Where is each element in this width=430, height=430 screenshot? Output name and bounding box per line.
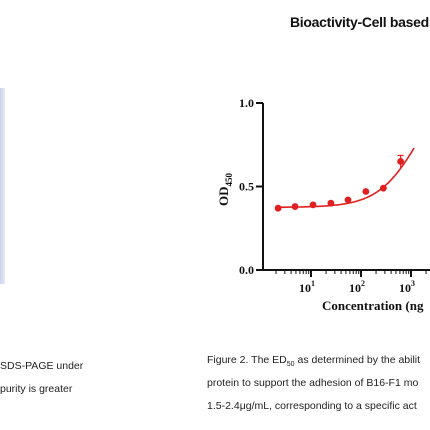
caption-text-cont: as determined by the abilit	[294, 354, 421, 366]
figure-caption-line-2: protein to support the adhesion of B16-F…	[207, 377, 419, 389]
gel-caption-line-1: SDS-PAGE under	[0, 360, 84, 372]
caption-text: Figure 2. The ED	[207, 354, 287, 366]
y-tick-label: 1.0	[239, 96, 254, 110]
x-tick-exponent: 1	[311, 279, 315, 288]
y-axis-title: OD450	[216, 173, 234, 207]
data-point	[309, 201, 317, 209]
y-tick-label: 0.0	[239, 263, 254, 277]
data-point	[274, 204, 282, 212]
x-tick-label: 101	[299, 279, 315, 295]
caption-subscript: 50	[286, 361, 295, 369]
data-points-group	[274, 154, 405, 212]
y-axis-title-subscript: 450	[224, 173, 234, 187]
axis-labels-group: 0.0 0.5 1.0 101 102 103 Concentration (ng OD450	[216, 96, 424, 313]
x-axis-title: Concentration (ng	[322, 298, 424, 313]
x-tick-exponent: 2	[361, 279, 365, 288]
data-point	[379, 184, 387, 192]
fit-curve-line	[276, 147, 415, 208]
chart-axes	[256, 102, 430, 277]
data-point	[344, 196, 352, 204]
gel-caption-line-2: purity is greater	[0, 383, 73, 395]
section-title: Bioactivity-Cell based a	[290, 14, 430, 30]
sds-page-gel-image	[0, 88, 5, 284]
data-point	[362, 188, 370, 195]
data-point	[327, 199, 335, 207]
figure-caption-line-1: Figure 2. The ED50 as determined by the …	[207, 354, 420, 368]
x-tick-label: 102	[349, 279, 365, 295]
y-tick-label: 0.5	[239, 180, 254, 194]
figure-caption-line-3: 1.5-2.4μg/mL, corresponding to a specifi…	[207, 400, 417, 412]
data-point	[291, 203, 299, 210]
x-tick-label: 103	[399, 279, 415, 295]
fit-curve-group	[276, 147, 415, 208]
x-tick-exponent: 3	[411, 279, 415, 288]
